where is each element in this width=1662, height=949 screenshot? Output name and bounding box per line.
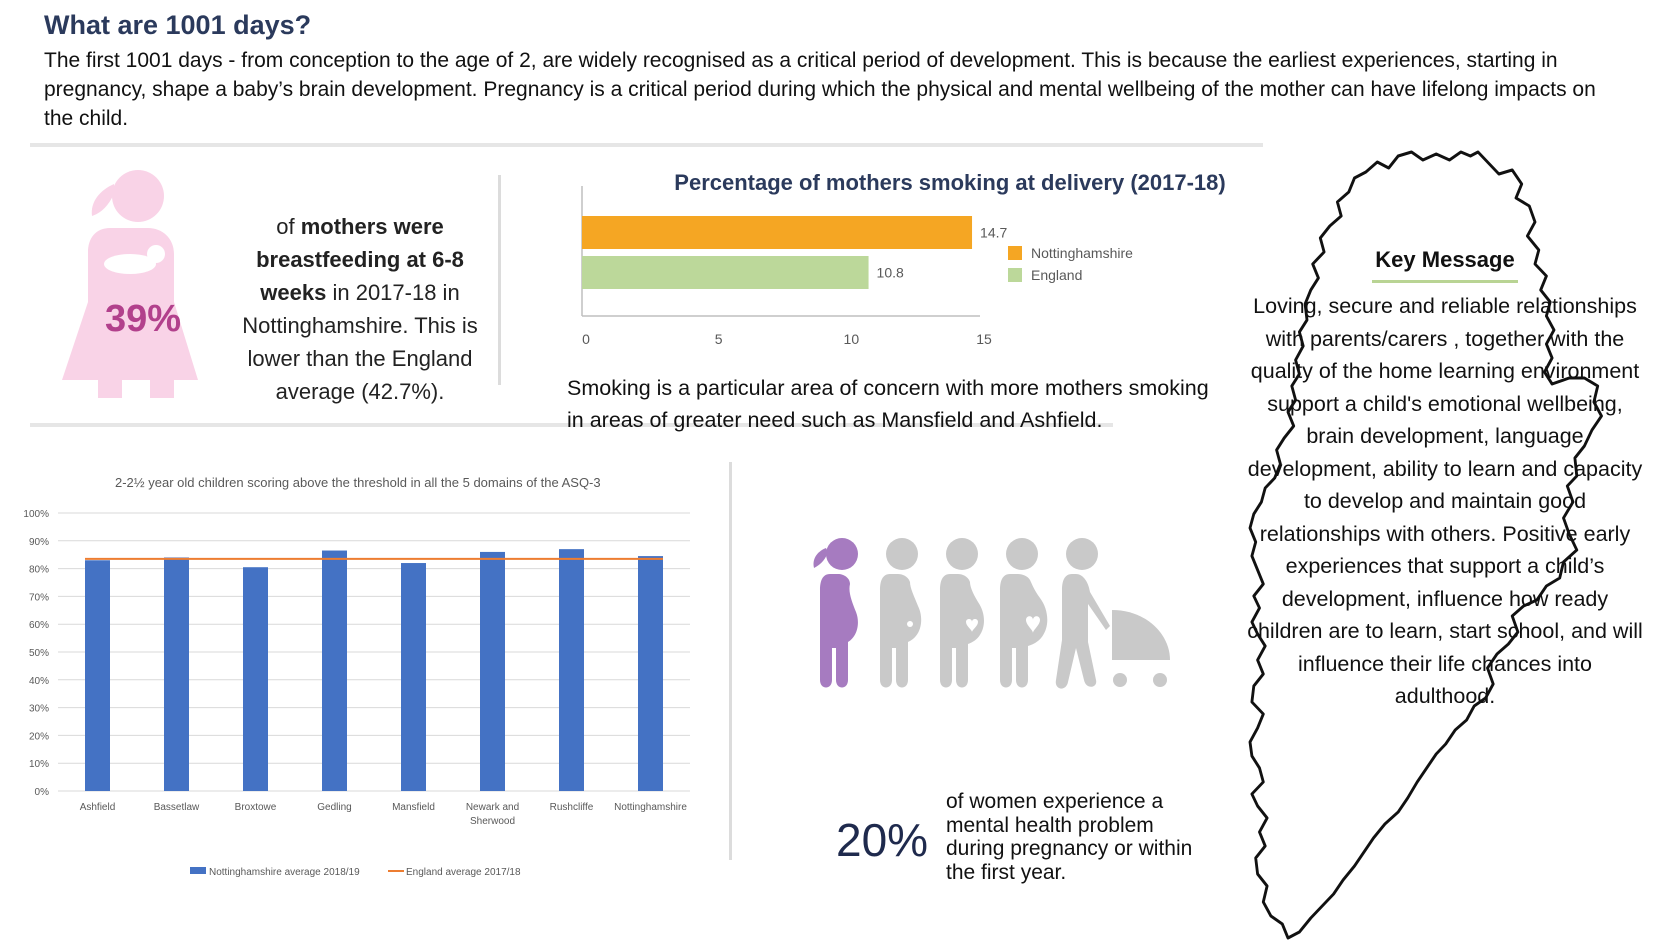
nottinghamshire-map-outline [1248,150,1603,940]
pregnancy-progression-icons [813,538,1170,689]
pregnant-woman-icon-1 [813,538,858,688]
smoking-bar-chart: 14.7 Nottinghamshire 10.8 England 0 5 10 15 [581,186,1133,347]
asq-x-tick: Gedling [317,802,351,813]
smoking-description: Smoking is a particular area of concern … [567,376,1209,432]
mental-health-percent: 20% [836,814,929,866]
asq-bar [638,556,663,791]
smoking-x-tick: 0 [582,331,590,347]
vertical-divider-top [498,175,501,385]
asq-y-tick: 50% [29,648,49,659]
intro-paragraph: The first 1001 days - from conception to… [44,49,1596,130]
asq-x-tick: Rushcliffe [550,802,594,813]
top-divider [30,143,1263,147]
asq-y-tick: 80% [29,565,49,576]
asq-x-tick: Broxtowe [235,802,277,813]
asq-x-tick: Newark and Sherwood [466,802,519,827]
asq-y-tick: 90% [29,537,49,548]
asq-y-tick: 10% [29,759,49,770]
smoking-legend-label: England [1031,267,1082,283]
asq-chart-title: 2-2½ year old children scoring above the… [115,475,601,490]
smoking-x-tick: 10 [844,331,860,347]
asq-legend-swatch-bar [190,867,206,874]
asq-bar [243,567,268,791]
smoking-chart-title: Percentage of mothers smoking at deliver… [674,170,1226,195]
breastfeeding-percent: 39% [104,298,182,340]
vertical-divider-bottom [729,462,732,860]
page-title: What are 1001 days? [44,10,312,40]
smoking-legend-label: Nottinghamshire [1031,245,1133,261]
key-message-title: Key Message [1375,247,1515,272]
smoking-x-tick: 15 [976,331,992,347]
asq-y-tick: 70% [29,592,49,603]
key-message-underline [1372,280,1518,283]
pregnant-woman-icon-3 [940,538,984,688]
mental-health-text: of women experience a mental health prob… [946,790,1193,884]
asq-bar [85,560,110,791]
smoking-bar-2 [582,256,869,289]
asq-bar [322,550,347,791]
pregnant-woman-icon-2 [880,538,922,688]
asq-x-tick: Nottinghamshire [614,802,687,813]
smoking-legend-swatch [1008,268,1022,282]
mother-with-pram-icon [1055,538,1170,689]
smoking-legend-swatch [1008,246,1022,260]
middle-divider [30,423,1113,427]
asq-bar [164,557,189,791]
key-message-text: Loving, secure and reliable relationship… [1247,294,1643,708]
smoking-data-label: 10.8 [877,265,904,281]
asq-legend-label: Nottinghamshire average 2018/19 [209,867,360,878]
asq-legend-label: England average 2017/18 [406,867,521,878]
asq-bar [401,563,426,791]
breastfeeding-mother-icon [62,170,198,398]
smoking-bar-1 [582,216,973,249]
asq-x-tick: Bassetlaw [154,802,200,813]
asq-y-tick: 0% [35,787,50,798]
breastfeeding-text: of mothers were breastfeeding at 6-8 wee… [242,214,478,404]
asq-x-tick: Ashfield [80,802,116,813]
asq-x-tick: Mansfield [392,802,435,813]
asq-y-tick: 40% [29,676,49,687]
smoking-data-label: 14.7 [980,225,1007,241]
asq-y-tick: 30% [29,704,49,715]
asq-bar [559,549,584,791]
asq-y-tick: 100% [23,509,49,520]
asq-y-tick: 60% [29,620,49,631]
smoking-x-tick: 5 [715,331,723,347]
asq-bar-chart: 0% 10% 20% 30% 40% 50% 60% 70% 80% 90% 100% Ashfiel… [23,509,690,878]
asq-bar [480,551,505,791]
asq-y-tick: 20% [29,731,49,742]
pregnant-woman-icon-4 [1000,538,1048,688]
